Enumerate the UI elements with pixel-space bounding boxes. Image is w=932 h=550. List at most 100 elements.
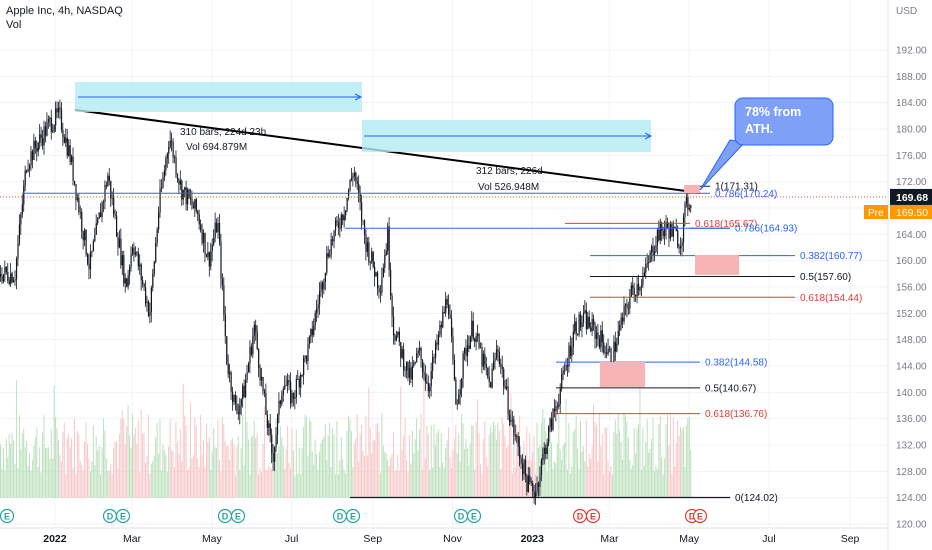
volume-bar: [662, 475, 664, 498]
candle-body: [262, 376, 264, 392]
volume-bar: [303, 427, 305, 498]
range2-vol-label: Vol 526.948M: [478, 182, 539, 193]
candle-body: [298, 378, 300, 388]
volume-bar: [205, 423, 207, 498]
candle-body: [88, 263, 90, 270]
volume-bar: [685, 425, 687, 498]
volume-bar: [633, 427, 635, 498]
candle-body: [449, 314, 451, 319]
volume-bar: [536, 422, 538, 498]
candle-body: [562, 370, 564, 374]
candle-body: [448, 304, 450, 315]
candle-body: [5, 266, 7, 272]
candle-body: [598, 338, 601, 348]
volume-bar: [37, 466, 39, 498]
candle-body: [603, 342, 605, 353]
candle-body: [210, 251, 212, 267]
candle-body: [179, 180, 181, 185]
candle-body: [208, 252, 210, 267]
volume-bar: [361, 425, 363, 498]
candle-body: [127, 275, 129, 287]
candle-body: [201, 230, 203, 243]
candle-body: [258, 349, 260, 369]
volume-bar: [413, 453, 415, 498]
volume-bar: [129, 435, 131, 498]
candle-body: [690, 204, 692, 209]
earnings-badge: [345, 508, 361, 524]
volume-bar: [207, 442, 209, 498]
volume-bar: [546, 471, 548, 498]
volume-bar: [36, 427, 38, 498]
volume-bar: [406, 459, 407, 498]
volume-bar: [111, 473, 113, 498]
last-price-label: 169.68: [896, 192, 928, 204]
volume-bar: [667, 414, 668, 498]
volume-bar: [651, 438, 653, 498]
volume-bar: [571, 466, 573, 498]
volume-bar: [203, 440, 204, 498]
volume-bar: [160, 470, 162, 498]
currency-label: USD: [896, 6, 917, 17]
candle-body: [345, 210, 347, 216]
volume-bar: [250, 436, 252, 498]
volume-bar: [398, 470, 400, 498]
candle-body: [658, 229, 660, 241]
candle-body: [233, 394, 235, 403]
volume-bar: [226, 446, 228, 498]
volume-bar: [272, 455, 274, 498]
volume-bar: [120, 418, 122, 498]
volume-bar: [113, 447, 115, 498]
candle-body: [256, 331, 258, 350]
volume-bar: [638, 424, 639, 498]
volume-bar: [65, 475, 67, 498]
volume-bar: [179, 429, 181, 498]
candle-body: [18, 224, 21, 244]
candle-body: [126, 278, 128, 287]
candle-body: [353, 172, 355, 177]
candle-body: [519, 446, 521, 459]
candle-body: [601, 330, 603, 343]
volume-bar: [478, 432, 480, 498]
candle-body: [406, 361, 408, 371]
callout-text-2: ATH.: [745, 122, 773, 136]
y-tick-label: 132.00: [896, 441, 927, 452]
volume-bar: [105, 458, 107, 498]
volume-bar: [590, 459, 592, 498]
candle-body: [659, 222, 661, 241]
candle-body: [250, 346, 253, 355]
volume-bar: [606, 427, 608, 498]
candle-body: [443, 312, 445, 314]
volume-bar: [466, 448, 468, 498]
fib-levels: 1(171.31)0.786(170.24) 0.618(165.67)0.786…: [350, 182, 862, 504]
x-tick-label: Mar: [123, 533, 142, 545]
volume-bar: [8, 434, 10, 498]
candle-body: [166, 153, 168, 159]
candle-body: [146, 301, 148, 304]
candle-body: [73, 180, 76, 185]
candle-body: [414, 361, 416, 363]
candle-body: [582, 312, 585, 323]
volume-bar: [537, 447, 539, 498]
candle-body: [616, 343, 618, 352]
volume-bar: [462, 423, 464, 498]
x-tick-label: Sep: [363, 533, 382, 545]
candle-body: [65, 137, 67, 143]
candle-body: [94, 234, 96, 242]
volume-bar: [94, 465, 96, 498]
volume-bar: [117, 467, 119, 498]
candle-body: [677, 230, 679, 248]
volume-bar: [165, 454, 167, 498]
candle-body: [82, 231, 84, 241]
volume-bar: [147, 415, 149, 498]
candle-body: [452, 336, 454, 360]
y-tick-label: 124.00: [896, 493, 927, 504]
volume-bar: [59, 455, 61, 498]
candle-body: [329, 255, 331, 257]
candle-body: [15, 258, 18, 280]
volume-bar: [236, 446, 238, 498]
candle-body: [85, 229, 87, 255]
candle-body: [187, 189, 189, 205]
volume-bar: [239, 469, 241, 498]
volume-bar: [249, 474, 251, 498]
